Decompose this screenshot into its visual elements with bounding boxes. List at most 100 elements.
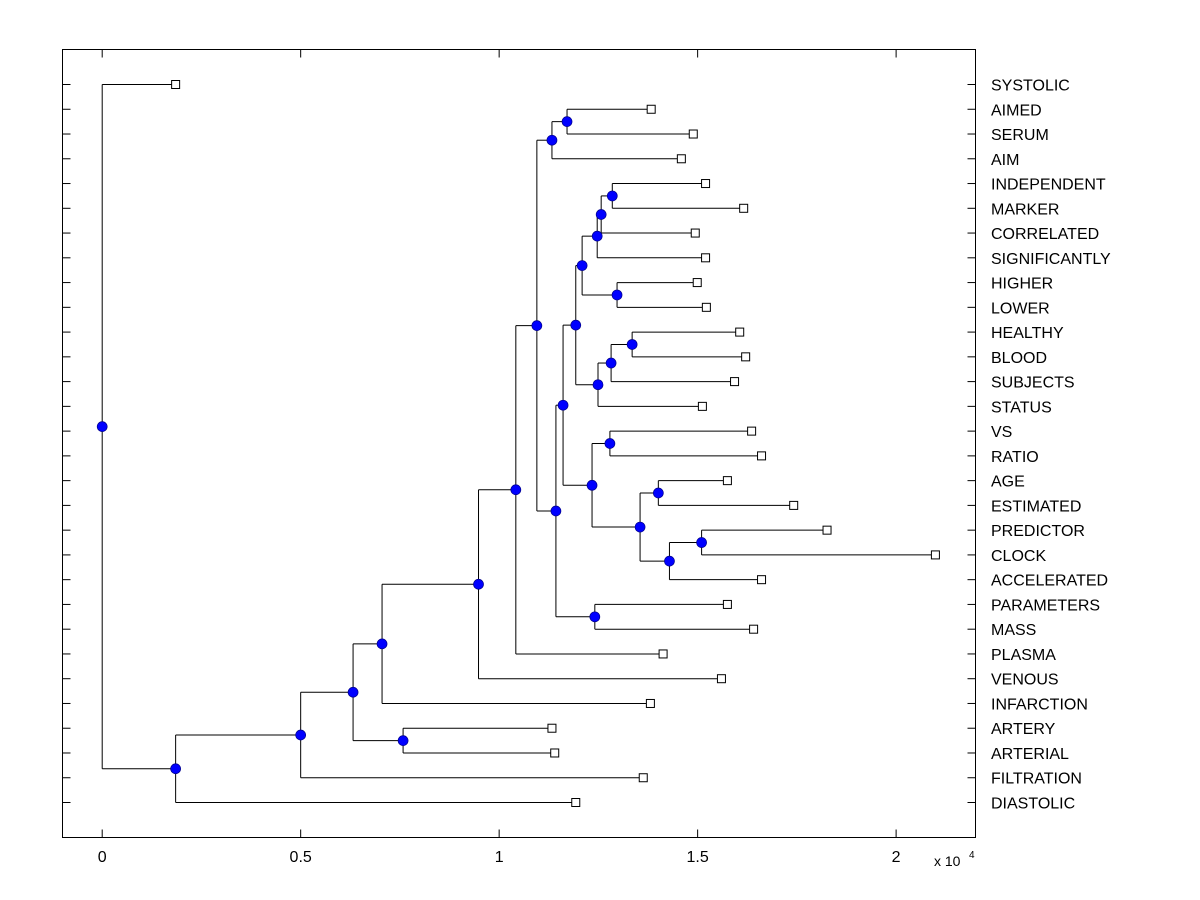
y-axis-ticks	[62, 84, 976, 803]
leaf-marker	[646, 104, 656, 114]
leaf-label: INDEPENDENT	[991, 177, 1106, 194]
leaf-marker	[701, 302, 711, 312]
leaf-marker	[716, 674, 726, 684]
leaf-label: AIM	[991, 152, 1019, 169]
leaf-marker	[645, 698, 655, 708]
leaf-marker	[638, 773, 648, 783]
node-marker	[561, 116, 573, 127]
leaf-label: SIGNIFICANTLY	[991, 251, 1111, 268]
leaf-marker	[547, 723, 557, 733]
leaf-marker	[722, 476, 732, 486]
leaf-label: PLASMA	[991, 647, 1056, 664]
x-tick-label: 1	[495, 849, 504, 866]
leaf-label: VENOUS	[991, 672, 1059, 689]
leaf-marker	[692, 278, 702, 288]
leaf-label: SUBJECTS	[991, 375, 1075, 392]
leaf-label: PREDICTOR	[991, 523, 1085, 540]
leaf-marker	[741, 352, 751, 362]
leaf-label: VS	[991, 424, 1012, 441]
node-marker	[589, 611, 601, 623]
leaf-marker	[701, 253, 711, 263]
leaf-label: FILTRATION	[991, 771, 1082, 788]
x-multiplier-label: x 10	[934, 853, 961, 869]
node-marker	[170, 763, 181, 775]
leaf-label: HIGHER	[991, 276, 1053, 293]
node-marker	[592, 379, 604, 391]
leaf-label: SYSTOLIC	[991, 78, 1070, 95]
node-marker	[295, 729, 307, 741]
node-marker	[696, 537, 707, 548]
leaf-label: PARAMETERS	[991, 597, 1100, 614]
leaf-label: CLOCK	[991, 548, 1046, 565]
x-axis-ticks: 0 0.5 1 1.5 2	[98, 49, 901, 866]
node-marker	[626, 339, 638, 350]
leaf-marker	[757, 451, 767, 461]
node-marker	[605, 357, 617, 369]
leaf-label: ARTERY	[991, 721, 1056, 738]
leaf-marker	[701, 179, 711, 189]
node-marker	[576, 260, 588, 271]
x-tick-label: 2	[892, 849, 901, 866]
leaf-label: INFARCTION	[991, 696, 1088, 713]
axes-frame	[62, 49, 976, 838]
node-marker	[96, 421, 108, 432]
x-tick-label: 0.5	[290, 849, 312, 866]
node-marker	[664, 555, 675, 567]
leaf-marker	[789, 500, 799, 510]
leaf-labels: SYSTOLIC AIMED SERUM AIM INDEPENDENT MARKER CO…	[991, 78, 1111, 813]
leaf-marker	[688, 129, 698, 139]
node-marker	[604, 438, 616, 449]
leaf-marker	[658, 649, 668, 659]
leaf-marker	[676, 154, 686, 164]
node-marker	[546, 134, 558, 146]
node-marker	[606, 190, 618, 202]
node-marker	[611, 289, 623, 301]
leaf-marker	[690, 228, 700, 238]
node-marker	[550, 505, 562, 517]
node-marker	[591, 230, 603, 242]
leaf-marker	[747, 426, 757, 436]
leaf-marker	[697, 401, 707, 411]
leaf-markers	[171, 80, 940, 807]
node-marker	[557, 399, 569, 411]
leaf-label: ACCELERATED	[991, 573, 1108, 590]
node-marker	[652, 487, 664, 499]
leaf-label: CORRELATED	[991, 226, 1099, 243]
node-marker	[397, 735, 409, 746]
leaf-label: MARKER	[991, 201, 1059, 218]
leaf-marker	[171, 80, 181, 89]
leaf-label: BLOOD	[991, 350, 1047, 367]
leaf-marker	[550, 748, 560, 758]
leaf-label: RATIO	[991, 449, 1039, 466]
node-marker	[595, 209, 607, 220]
leaf-label: HEALTHY	[991, 325, 1064, 342]
node-marker	[347, 686, 359, 698]
leaf-label: ESTIMATED	[991, 498, 1081, 515]
node-marker	[376, 638, 388, 650]
leaf-marker	[757, 575, 767, 585]
node-markers	[96, 116, 707, 775]
leaf-label: AGE	[991, 474, 1025, 491]
node-marker	[634, 521, 646, 533]
leaf-marker	[739, 203, 749, 213]
node-marker	[473, 578, 484, 590]
leaf-marker	[735, 327, 745, 337]
leaf-marker	[722, 599, 732, 609]
x-tick-label: 0	[98, 849, 107, 866]
x-tick-label: 1.5	[687, 849, 709, 866]
leaf-label: MASS	[991, 622, 1036, 639]
leaf-label: DIASTOLIC	[991, 796, 1075, 813]
leaf-marker	[730, 377, 740, 387]
leaf-marker	[749, 624, 759, 634]
leaf-label: AIMED	[991, 102, 1042, 119]
node-marker	[510, 484, 522, 496]
leaf-marker	[930, 550, 940, 560]
x-multiplier-base: x 10	[934, 853, 961, 869]
node-marker	[531, 320, 543, 331]
node-marker	[570, 319, 582, 331]
x-multiplier-exponent: 4	[969, 850, 975, 861]
leaf-label: SERUM	[991, 127, 1049, 144]
leaf-label: STATUS	[991, 399, 1052, 416]
leaf-label: ARTERIAL	[991, 746, 1069, 763]
